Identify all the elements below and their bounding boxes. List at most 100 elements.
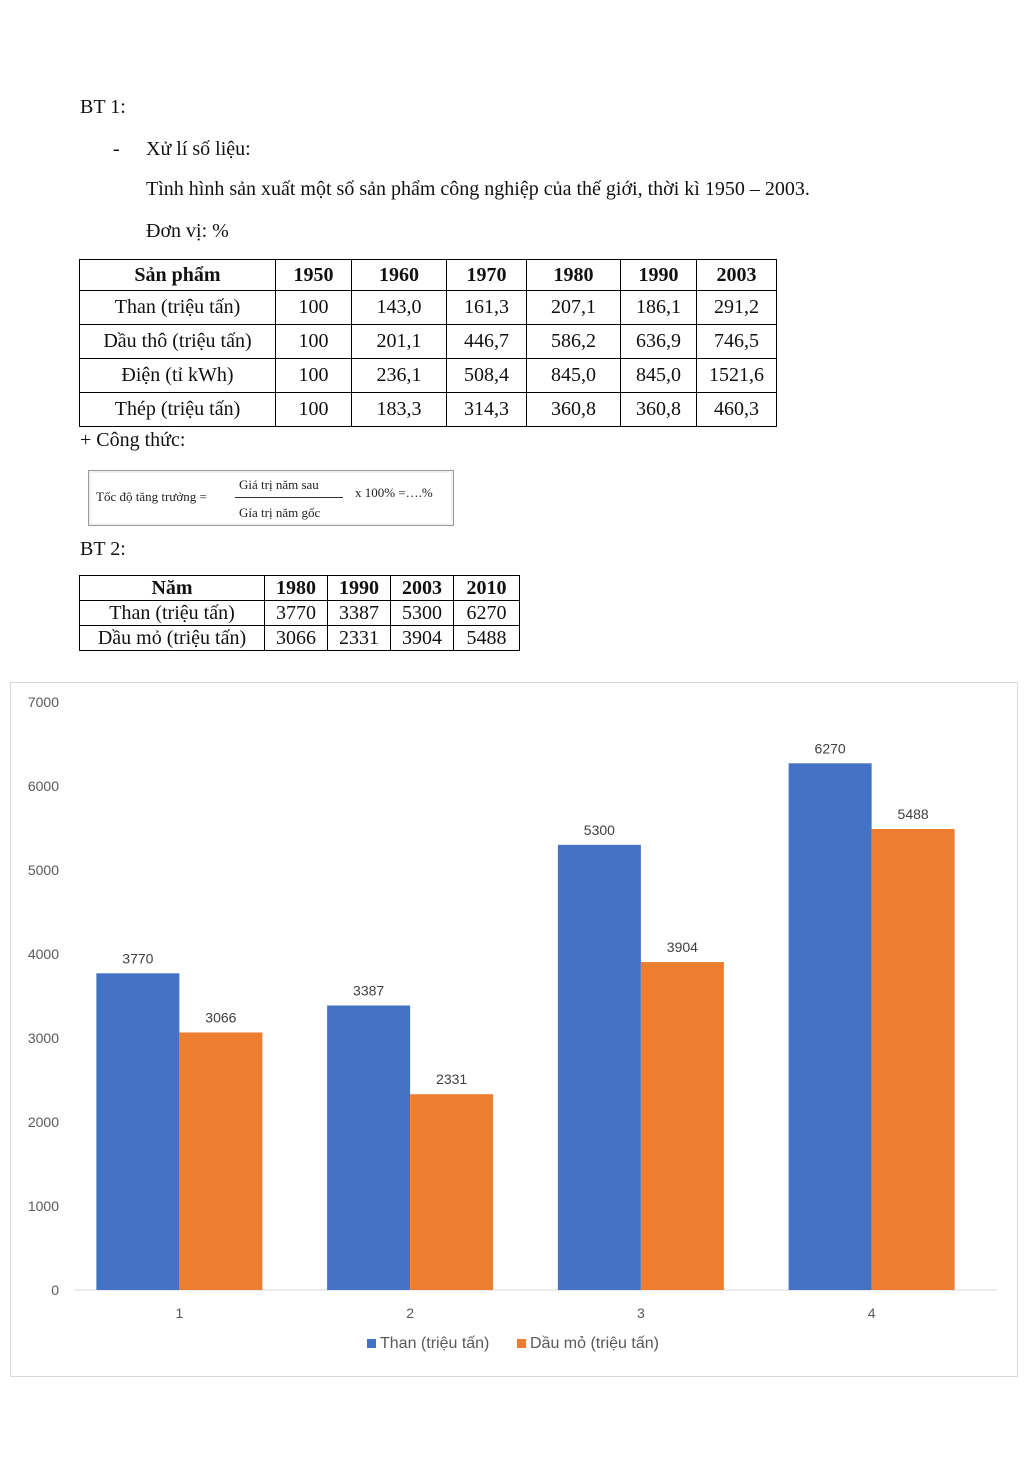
bar-than [96,973,180,1290]
bt1-header-cell: 1980 [526,259,621,291]
y-tick-label: 6000 [28,778,59,794]
value-cell: 460,3 [696,392,777,427]
table-row: Điện (tỉ kWh) 100 236,1 508,4 845,0 845,0 1521… [79,358,777,393]
value-cell: 845,0 [620,358,697,393]
data-label: 3387 [353,982,384,998]
bar-chart: 0100020003000400050006000700037703066133… [28,694,997,1352]
x-tick-label: 3 [637,1305,645,1321]
value-cell: 183,3 [351,392,447,427]
bt1-heading: BT 1: [80,96,126,118]
bt1-header-cell: 1960 [351,259,447,291]
table-row: Dầu thô (triệu tấn) 100 201,1 446,7 586,2 636… [79,324,777,359]
bullet-dash: - [113,138,120,160]
value-cell: 3904 [390,625,454,651]
value-cell: 746,5 [696,324,777,359]
bt1-header-cell: 2003 [696,259,777,291]
legend-swatch [517,1339,526,1348]
value-cell: 100 [275,324,352,359]
data-label: 5488 [898,806,929,822]
formula-lhs: Tốc độ tăng trưởng = [96,489,207,504]
formula-label: + Công thức: [80,429,186,451]
bt2-header-cell: 2003 [390,575,454,601]
data-label: 6270 [815,740,846,756]
bt1-header-cell: 1950 [275,259,352,291]
x-tick-label: 4 [868,1305,876,1321]
data-label: 2331 [436,1071,467,1087]
bar-dau-mo [640,962,724,1290]
bt2-heading: BT 2: [80,538,126,560]
legend-swatch [367,1339,376,1348]
value-cell: 100 [275,290,352,325]
value-cell: 186,1 [620,290,697,325]
bt2-table: Năm 1980 1990 2003 2010 Than (triệu tấn) 3770… [79,575,520,651]
value-cell: 5488 [453,625,520,651]
table-row: Than (triệu tấn) 100 143,0 161,3 207,1 186,1 2… [79,290,777,325]
data-label: 5300 [584,822,615,838]
bt2-header-cell: 1990 [327,575,391,601]
table-row: Than (triệu tấn) 3770 3387 5300 6270 [79,600,520,626]
table-description: Tình hình sản xuất một số sản phẩm công … [146,178,810,200]
row-label-cell: Dầu thô (triệu tấn) [79,324,276,359]
bar-than [327,1005,411,1290]
value-cell: 2331 [327,625,391,651]
row-label-cell: Than (triệu tấn) [79,600,265,626]
value-cell: 1521,6 [696,358,777,393]
bt1-table: Sản phẩm 1950 1960 1970 1980 1990 2003 Than (t… [79,259,777,427]
y-tick-label: 0 [51,1282,59,1298]
value-cell: 314,3 [446,392,527,427]
bt1-header-cell: 1970 [446,259,527,291]
bt1-header-cell: 1990 [620,259,697,291]
value-cell: 5300 [390,600,454,626]
step-label: Xử lí số liệu: [146,138,251,160]
x-tick-label: 2 [406,1305,414,1321]
value-cell: 636,9 [620,324,697,359]
row-label-cell: Thép (triệu tấn) [79,392,276,427]
formula-denominator: Gía trị năm gốc [239,505,321,520]
bar-than [788,763,872,1290]
chart-frame: 0 1000 2000 3000 4000 5000 6000 7000 3770 3066 1 33… [10,682,1018,1377]
y-tick-label: 5000 [28,862,59,878]
bt2-header-cell: 2010 [453,575,520,601]
formula-rhs: x 100% =….% [355,485,433,500]
unit-label: Đơn vị: % [146,220,229,242]
bt2-table-header-row: Năm 1980 1990 2003 2010 [79,575,520,601]
formula-numerator: Giá trị năm sau [239,477,319,492]
value-cell: 508,4 [446,358,527,393]
row-label-cell: Điện (tỉ kWh) [79,358,276,393]
y-tick-label: 3000 [28,1030,59,1046]
x-tick-label: 1 [175,1305,183,1321]
bar-than [557,844,641,1290]
bt2-header-cell: Năm [79,575,265,601]
value-cell: 360,8 [526,392,621,427]
value-cell: 201,1 [351,324,447,359]
formula-box: Tốc độ tăng trưởng = Giá trị năm sau Gía… [88,470,454,526]
table-row: Dầu mỏ (triệu tấn) 3066 2331 3904 5488 [79,625,520,651]
bar-dau-mo [410,1094,494,1290]
value-cell: 3770 [264,600,328,626]
data-label: 3770 [122,950,153,966]
y-tick-label: 4000 [28,946,59,962]
value-cell: 360,8 [620,392,697,427]
value-cell: 586,2 [526,324,621,359]
value-cell: 100 [275,358,352,393]
table-row: Thép (triệu tấn) 100 183,3 314,3 360,8 360,8 4… [79,392,777,427]
value-cell: 6270 [453,600,520,626]
value-cell: 3066 [264,625,328,651]
value-cell: 161,3 [446,290,527,325]
bt1-table-header-row: Sản phẩm 1950 1960 1970 1980 1990 2003 [79,259,777,291]
y-tick-label: 2000 [28,1114,59,1130]
data-label: 3066 [205,1009,236,1025]
y-tick-label: 1000 [28,1198,59,1214]
bar-dau-mo [871,829,955,1290]
legend-label: Than (triệu tấn) [380,1335,489,1352]
row-label-cell: Than (triệu tấn) [79,290,276,325]
bar-dau-mo [179,1032,263,1290]
data-label: 3904 [667,939,698,955]
value-cell: 3387 [327,600,391,626]
row-label-cell: Dầu mỏ (triệu tấn) [79,625,265,651]
value-cell: 845,0 [526,358,621,393]
value-cell: 291,2 [696,290,777,325]
value-cell: 207,1 [526,290,621,325]
value-cell: 143,0 [351,290,447,325]
value-cell: 236,1 [351,358,447,393]
